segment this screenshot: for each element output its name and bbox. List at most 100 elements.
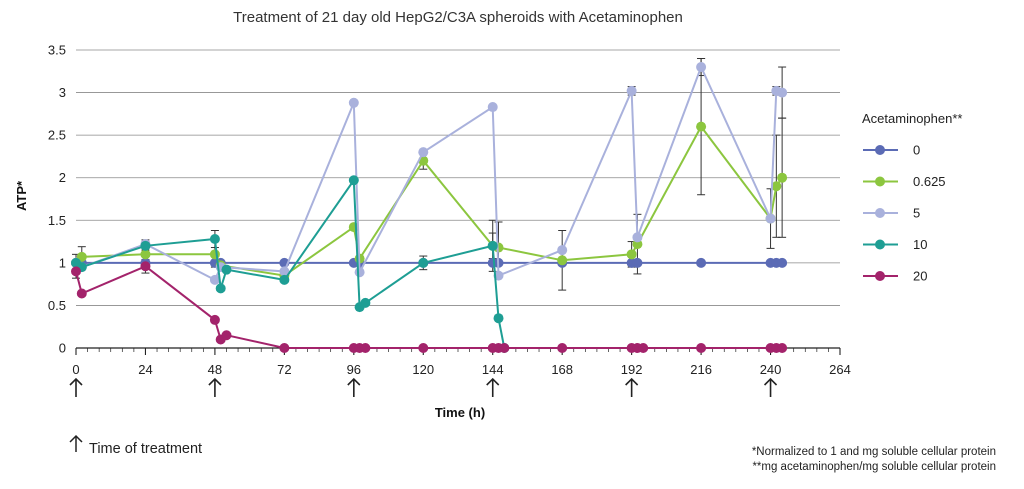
x-tick-label: 168 xyxy=(551,362,573,377)
series-line xyxy=(75,265,783,349)
data-point xyxy=(354,267,365,278)
x-axis: 0 24 48 72 96 120 144 168 192 216 240 264 xyxy=(72,347,851,377)
x-axis-label: Time (h) xyxy=(435,405,485,420)
treatment-arrows xyxy=(69,377,778,397)
data-point xyxy=(348,97,359,108)
legend-item-10: 10 xyxy=(863,237,927,252)
legend-marker xyxy=(875,176,885,187)
treatment-arrow xyxy=(347,377,361,397)
data-point xyxy=(140,261,151,272)
y-axis-label: ATP* xyxy=(14,180,29,211)
x-tick-label: 48 xyxy=(208,362,222,377)
data-point xyxy=(76,288,87,299)
data-point xyxy=(140,240,151,251)
data-point xyxy=(360,343,371,353)
y-tick-label: 1 xyxy=(59,255,66,270)
series-5 xyxy=(71,62,788,285)
data-point xyxy=(696,257,707,268)
x-tick-label: 240 xyxy=(760,362,782,377)
data-point xyxy=(221,330,232,341)
y-tick-label: 0.5 xyxy=(48,298,66,313)
legend-marker xyxy=(875,208,885,218)
data-point xyxy=(557,343,568,353)
footnote-2: **mg acetaminophen/mg soluble cellular p… xyxy=(752,461,996,473)
x-tick-label: 192 xyxy=(621,362,643,377)
data-point xyxy=(696,121,707,132)
data-point xyxy=(777,257,788,268)
data-point xyxy=(777,343,788,353)
treatment-arrow xyxy=(763,377,778,397)
legend: 0 0.625 5 10 20 xyxy=(863,143,946,284)
data-point xyxy=(215,283,226,294)
data-point xyxy=(360,297,371,308)
treatment-arrow xyxy=(625,377,639,397)
x-tick-label: 96 xyxy=(347,362,361,377)
x-tick-label: 264 xyxy=(829,362,851,377)
y-tick-label: 2 xyxy=(59,170,66,185)
x-tick-label: 24 xyxy=(138,362,152,377)
data-point xyxy=(418,343,429,353)
data-point xyxy=(696,343,707,353)
data-point xyxy=(777,172,788,183)
data-point xyxy=(418,257,429,268)
data-point xyxy=(696,62,707,73)
series-0 xyxy=(71,257,788,268)
data-point xyxy=(626,249,637,260)
data-point xyxy=(348,175,359,186)
legend-label: 0 xyxy=(913,143,920,158)
data-point xyxy=(71,266,81,277)
legend-label: 20 xyxy=(913,269,927,284)
legend-label: 0.625 xyxy=(913,174,946,189)
data-point xyxy=(209,274,220,285)
y-tick-label: 0 xyxy=(59,341,66,356)
data-point xyxy=(279,266,290,277)
data-point xyxy=(765,213,776,224)
data-point xyxy=(632,232,643,243)
data-point xyxy=(279,274,290,285)
footnote-1: *Normalized to 1 and mg soluble cellular… xyxy=(752,446,996,458)
y-axis: 0 0.5 1 1.5 2 2.5 3 3.5 xyxy=(48,43,66,356)
y-tick-label: 1.5 xyxy=(48,213,66,228)
legend-item-0-625: 0.625 xyxy=(863,174,946,189)
series-line xyxy=(75,124,783,277)
data-point xyxy=(140,249,151,260)
error-bars xyxy=(72,58,787,291)
series-20 xyxy=(71,261,788,353)
legend-item-20: 20 xyxy=(863,269,927,284)
legend-marker xyxy=(875,145,885,155)
data-point xyxy=(209,234,220,245)
series-10 xyxy=(71,175,510,353)
series-layer xyxy=(71,62,788,353)
series-line xyxy=(75,177,506,349)
legend-item-0: 0 xyxy=(863,143,920,158)
x-tick-label: 120 xyxy=(412,362,434,377)
x-tick-label: 0 xyxy=(72,362,79,377)
data-point xyxy=(221,264,232,275)
data-point xyxy=(632,257,643,268)
x-tick-label: 216 xyxy=(690,362,712,377)
data-point xyxy=(557,255,568,266)
data-point xyxy=(209,249,220,260)
data-point xyxy=(499,343,510,353)
data-point xyxy=(279,343,290,353)
legend-item-5: 5 xyxy=(863,206,920,221)
treatment-arrow xyxy=(208,377,222,397)
data-point xyxy=(638,343,649,353)
legend-label: 10 xyxy=(913,237,927,252)
y-tick-label: 3.5 xyxy=(48,43,66,58)
y-tick-label: 2.5 xyxy=(48,128,66,143)
data-point xyxy=(493,313,504,324)
legend-label: 5 xyxy=(913,206,920,221)
series-0-625 xyxy=(71,121,788,281)
x-tick-label: 72 xyxy=(277,362,291,377)
chart-title: Treatment of 21 day old HepG2/C3A sphero… xyxy=(233,9,683,26)
legend-title: Acetaminophen** xyxy=(862,111,962,126)
data-point xyxy=(626,85,637,96)
series-line xyxy=(75,64,783,282)
treatment-label: Time of treatment xyxy=(89,441,202,457)
data-point xyxy=(209,314,220,325)
data-point xyxy=(771,181,782,192)
data-point xyxy=(777,87,788,98)
treatment-legend: Time of treatment xyxy=(69,434,202,457)
